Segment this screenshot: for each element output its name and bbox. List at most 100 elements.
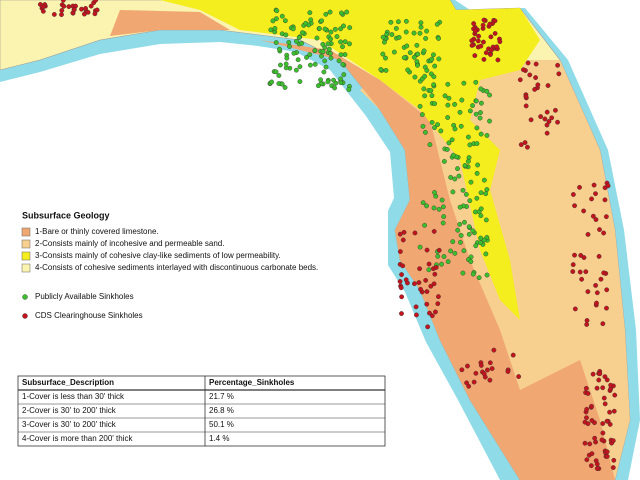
legend-swatch — [21, 251, 31, 261]
sinkhole — [312, 61, 318, 67]
sinkhole — [584, 457, 590, 463]
sinkhole — [593, 217, 599, 223]
sinkhole — [489, 47, 494, 53]
sinkhole — [607, 421, 613, 427]
sinkhole — [399, 311, 404, 316]
sinkhole — [483, 251, 489, 257]
sinkhole — [66, 4, 72, 10]
sinkhole — [338, 76, 344, 82]
sinkhole — [455, 227, 461, 233]
legend: Subsurface Geology 1-Bare or thinly cove… — [12, 205, 388, 335]
sinkhole — [304, 55, 309, 60]
sinkhole — [338, 26, 343, 32]
sinkhole — [51, 12, 57, 17]
sinkhole — [438, 128, 444, 134]
sinkhole — [308, 17, 314, 23]
sinkhole — [585, 391, 591, 396]
sinkhole — [461, 248, 467, 254]
sinkhole — [435, 301, 441, 307]
sinkhole — [381, 39, 387, 45]
sinkhole — [446, 95, 452, 101]
sinkhole — [441, 254, 447, 259]
sinkhole — [542, 116, 548, 122]
sinkhole — [457, 221, 463, 227]
sinkhole — [415, 51, 421, 57]
sinkhole — [478, 86, 484, 92]
sinkhole — [321, 69, 327, 75]
sinkhole — [593, 282, 599, 288]
sinkhole — [556, 71, 562, 77]
sinkhole — [525, 60, 531, 66]
sinkhole — [469, 38, 475, 44]
sinkhole — [579, 276, 585, 282]
sinkhole — [424, 203, 429, 209]
sinkhole — [403, 18, 409, 24]
sinkhole — [452, 176, 458, 182]
sinkhole — [314, 35, 320, 41]
sinkhole — [328, 51, 333, 56]
sinkhole — [85, 9, 91, 15]
sinkhole — [412, 281, 417, 287]
sinkhole — [428, 283, 434, 289]
sinkhole — [452, 126, 458, 132]
legend-dot — [22, 313, 28, 319]
sinkhole — [470, 228, 476, 234]
sinkhole — [450, 239, 456, 245]
sinkhole — [488, 52, 493, 57]
sinkhole — [420, 200, 426, 206]
sinkhole — [478, 131, 484, 137]
sinkhole — [316, 83, 321, 89]
sinkhole — [436, 247, 442, 253]
sinkhole — [307, 10, 313, 16]
sinkhole — [604, 377, 610, 383]
sinkhole — [287, 44, 292, 49]
sinkhole — [549, 115, 555, 121]
sinkhole — [589, 196, 594, 202]
table-cell: 21.7 % — [209, 392, 234, 401]
sinkhole — [421, 48, 427, 54]
sinkhole — [297, 79, 303, 84]
legend-label: Publicly Available Sinkholes — [35, 292, 134, 301]
sinkhole — [397, 231, 403, 237]
sinkhole — [592, 435, 598, 441]
sinkhole — [473, 28, 478, 34]
sinkhole — [426, 261, 432, 267]
sinkhole — [40, 4, 46, 10]
sinkhole — [604, 305, 609, 311]
sinkhole — [450, 189, 456, 195]
sinkhole — [424, 28, 429, 34]
sinkhole — [283, 61, 289, 67]
sinkhole — [588, 463, 594, 469]
sinkhole — [425, 324, 431, 330]
sinkhole — [296, 35, 302, 40]
sinkhole — [397, 279, 403, 284]
sinkhole — [282, 18, 288, 24]
sinkhole — [478, 213, 484, 219]
sinkhole — [472, 53, 478, 58]
sinkhole — [582, 440, 588, 446]
sinkhole — [459, 97, 465, 103]
sinkhole — [480, 22, 486, 28]
sinkhole — [440, 204, 446, 210]
sinkhole — [591, 182, 597, 188]
sinkhole — [307, 62, 313, 68]
sinkhole — [611, 457, 617, 463]
sinkhole — [400, 237, 406, 243]
sinkhole — [577, 184, 582, 190]
sinkhole — [528, 117, 534, 123]
sinkhole — [272, 26, 278, 31]
sinkhole — [391, 49, 397, 55]
sinkhole — [277, 46, 282, 52]
sinkhole — [432, 63, 438, 69]
sinkhole — [389, 32, 395, 37]
sinkhole — [421, 86, 427, 92]
sinkhole — [597, 227, 602, 232]
sinkhole — [487, 360, 493, 366]
sinkhole — [603, 214, 609, 220]
sinkhole — [601, 395, 607, 401]
sinkhole — [417, 30, 423, 36]
sinkhole — [412, 74, 418, 80]
sinkhole — [286, 39, 292, 45]
sinkhole — [471, 21, 477, 26]
